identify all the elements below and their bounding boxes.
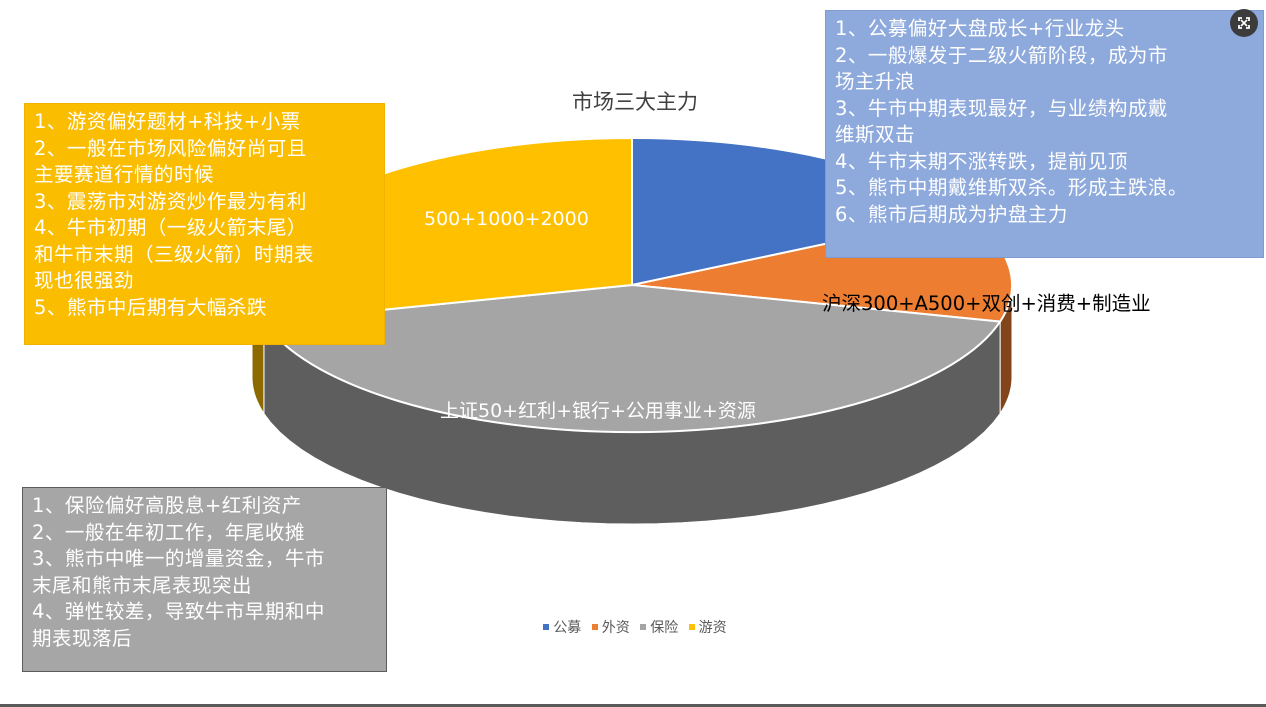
legend-item-waizi: 外资 xyxy=(591,617,630,637)
note-line: 2、一般在市场风险偏好尚可且 xyxy=(34,136,307,160)
note-line: 3、震荡市对游资炒作最为有利 xyxy=(34,189,307,213)
note-line: 5、熊市中期戴维斯双杀。形成主跌浪。 xyxy=(835,176,1188,199)
slice-label-waizi: 沪深300+A500+双创+消费+制造业 xyxy=(822,292,1151,315)
note-line: 现也很强劲 xyxy=(34,269,135,292)
chart-legend: 公募 外资 保险 游资 xyxy=(520,617,750,637)
note-line: 4、牛市初期（一级火箭末尾） xyxy=(34,216,307,239)
note-line: 4、牛市末期不涨转跌，提前见顶 xyxy=(835,149,1128,173)
note-line: 3、牛市中期表现最好，与业绩构成戴 xyxy=(835,96,1168,120)
youzi-note-box: 1、游资偏好题材+科技+小票 2、一般在市场风险偏好尚可且 主要赛道行情的时候 … xyxy=(24,103,385,345)
legend-label: 游资 xyxy=(698,620,727,636)
legend-label: 外资 xyxy=(601,620,630,636)
chart-title: 市场三大主力 xyxy=(572,90,698,114)
note-line: 1、游资偏好题材+科技+小票 xyxy=(34,110,301,133)
expand-icon xyxy=(1238,17,1250,29)
note-line: 5、熊市中后期有大幅杀跌 xyxy=(34,295,267,319)
note-line: 期表现落后 xyxy=(32,626,133,650)
note-line: 3、熊市中唯一的增量资金，牛市 xyxy=(32,547,325,570)
note-line: 4、弹性较差，导致牛市早期和中 xyxy=(32,600,325,623)
legend-label: 保险 xyxy=(650,620,679,636)
bottom-divider xyxy=(0,704,1266,707)
baoxian-note-box: 1、保险偏好高股息+红利资产 2、一般在年初工作，年尾收摊 3、熊市中唯一的增量… xyxy=(22,487,387,672)
expand-button[interactable] xyxy=(1230,9,1258,37)
legend-swatch xyxy=(543,624,550,630)
note-line: 1、保险偏好高股息+红利资产 xyxy=(32,494,302,517)
gongmu-note-box: 1、公募偏好大盘成长+行业龙头 2、一般爆发于二级火箭阶段，成为市 场主升浪 3… xyxy=(825,10,1264,258)
note-line: 维斯双击 xyxy=(835,123,916,146)
legend-swatch xyxy=(591,624,598,630)
legend-label: 公募 xyxy=(553,620,582,636)
note-line: 2、一般在年初工作，年尾收摊 xyxy=(32,520,305,544)
slice-label-baoxian: 上证50+红利+银行+公用事业+资源 xyxy=(440,400,756,422)
legend-swatch xyxy=(640,624,647,630)
note-line: 6、熊市后期成为护盘主力 xyxy=(835,202,1068,226)
note-line: 主要赛道行情的时候 xyxy=(34,163,215,186)
note-line: 2、一般爆发于二级火箭阶段，成为市 xyxy=(835,43,1168,67)
legend-item-baoxian: 保险 xyxy=(640,617,678,637)
note-line: 和牛市末期（三级火箭）时期表 xyxy=(34,242,315,266)
slice-label-youzi: 500+1000+2000 xyxy=(424,208,589,230)
legend-swatch xyxy=(688,624,695,630)
note-line: 1、公募偏好大盘成长+行业龙头 xyxy=(835,17,1125,40)
legend-item-youzi: 游资 xyxy=(688,617,727,637)
slice-baoxian xyxy=(262,283,1002,434)
legend-item-gongmu: 公募 xyxy=(543,617,581,637)
note-line: 末尾和熊市末尾表现突出 xyxy=(32,573,253,597)
note-line: 场主升浪 xyxy=(835,70,916,93)
